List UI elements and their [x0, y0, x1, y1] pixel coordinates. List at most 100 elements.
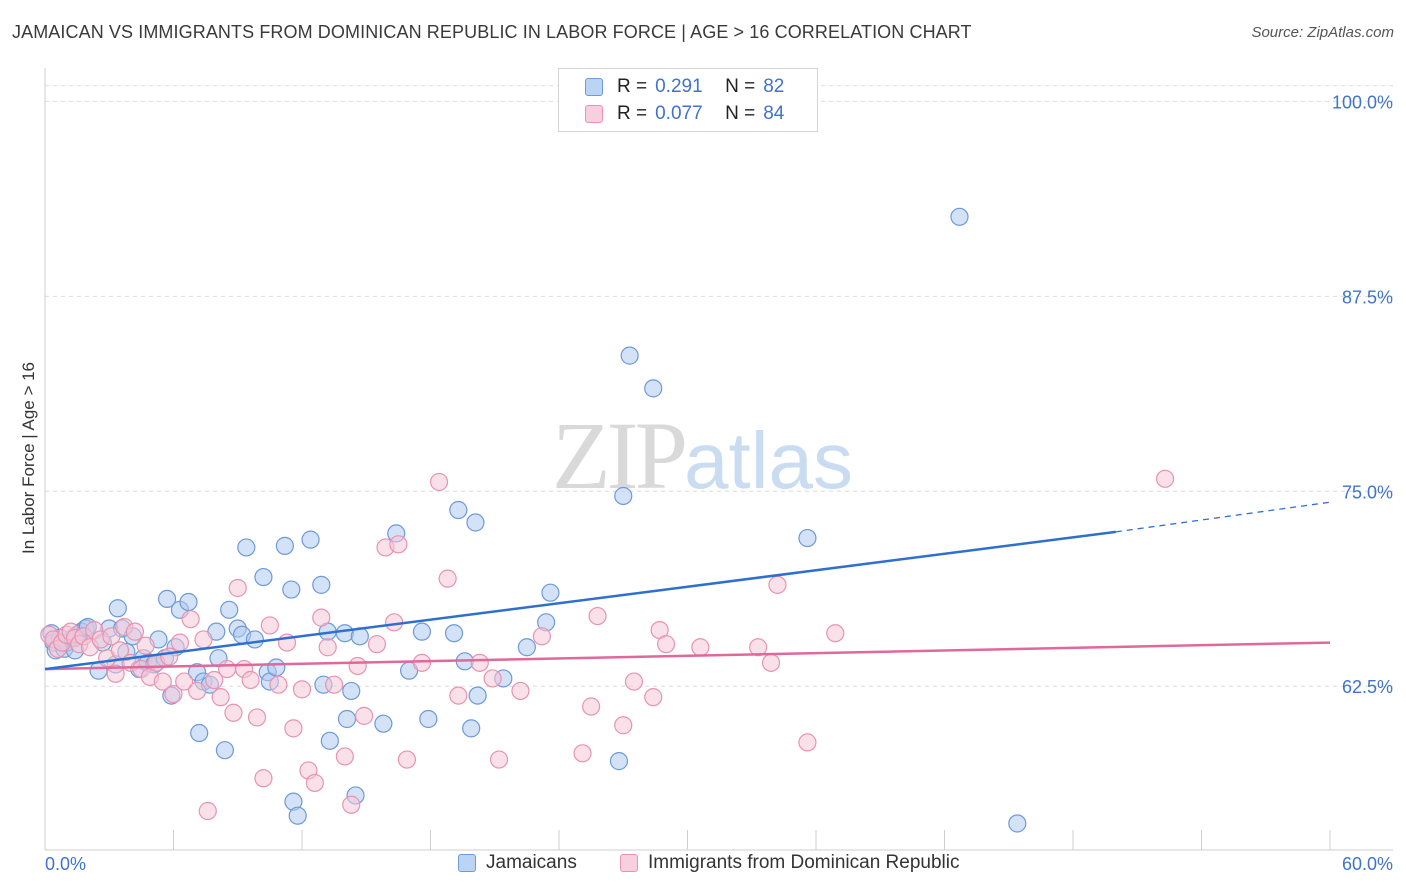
legend-r-value: 0.291: [655, 76, 703, 97]
dominican-point: [170, 633, 190, 652]
dominican-point: [198, 801, 217, 821]
dominican-point: [335, 747, 354, 766]
jamaican-point: [215, 741, 234, 760]
jamaican-point: [335, 624, 354, 643]
dominican-point: [1155, 469, 1175, 488]
dominican-point: [247, 708, 267, 727]
jamaican-point: [374, 714, 393, 733]
axis-labels: 62.5% 75.0% 87.5% 100.0% 0.0% 60.0% In Labor F…: [19, 92, 1393, 874]
series-jamaicans: [42, 207, 1027, 833]
dominican-point: [292, 680, 312, 699]
dominican-point: [489, 750, 509, 769]
legend-n-label: N =: [725, 76, 756, 97]
jamaican-point: [609, 752, 629, 771]
dominican-point: [187, 681, 207, 701]
dominican-point: [691, 638, 710, 657]
trend-lines: [44, 501, 1331, 671]
dominican-point: [224, 703, 243, 722]
jamaican-point: [301, 530, 320, 549]
legend-swatch-pink: [585, 105, 603, 123]
jamaican-point: [449, 500, 468, 520]
legend-n-label: N =: [725, 103, 756, 124]
dominican-point: [102, 627, 121, 646]
trend-line-jamaicans-extension: [1115, 501, 1331, 533]
dominican-point: [269, 675, 288, 694]
jamaican-point: [179, 592, 198, 612]
jamaican-point: [312, 575, 331, 594]
jamaican-point: [468, 686, 487, 705]
jamaican-point: [157, 589, 177, 609]
dominican-point: [153, 672, 172, 691]
dominican-point: [412, 653, 432, 672]
dominican-point: [573, 744, 592, 763]
jamaican-point: [541, 583, 560, 602]
jamaican-point: [237, 538, 256, 557]
y-axis-title: In Labor Force | Age > 16: [19, 362, 38, 554]
dominican-point: [449, 686, 468, 705]
source-credit: Source: ZipAtlas.com: [1251, 24, 1394, 41]
jamaican-point: [620, 346, 639, 365]
dominican-point: [205, 670, 224, 690]
bottom-legend-label: Immigrants from Dominican Republic: [648, 852, 960, 873]
legend-r-label: R =: [617, 76, 648, 97]
jamaican-point: [342, 681, 361, 701]
dominican-point: [511, 681, 530, 701]
legend-row-dominican: R = 0.077 N = 84: [585, 102, 784, 126]
legend-n-value: 84: [763, 103, 785, 124]
jamaican-point: [517, 638, 536, 657]
jamaican-point: [245, 630, 264, 649]
x-tick-label-min: 0.0%: [45, 854, 86, 874]
jamaican-point: [288, 806, 307, 825]
bottom-legend-jamaicans: Jamaicans: [458, 852, 577, 874]
dominican-point: [284, 719, 303, 738]
dominican-point: [749, 638, 768, 657]
dominican-point: [470, 653, 489, 672]
dominican-point: [483, 669, 502, 688]
legend-swatch-blue: [585, 78, 603, 96]
jamaican-point: [254, 567, 273, 587]
dominican-point: [614, 716, 633, 735]
dominican-point: [582, 697, 601, 716]
jamaican-point: [950, 207, 969, 226]
dominican-point: [318, 638, 337, 657]
dominican-point: [761, 653, 781, 672]
dominican-point: [181, 610, 200, 629]
jamaican-point: [444, 624, 464, 643]
jamaican-point: [320, 731, 339, 750]
jamaican-point: [267, 658, 286, 677]
jamaican-point: [190, 723, 209, 743]
dominican-point: [438, 569, 457, 588]
dominican-point: [106, 664, 125, 683]
legend-n-value: 82: [763, 76, 785, 97]
dominican-point: [254, 769, 273, 788]
watermark-atlas: atlas: [684, 416, 853, 505]
dominican-point: [312, 608, 331, 627]
bottom-swatch-blue: [458, 854, 476, 872]
jamaican-point: [462, 719, 481, 738]
chart-title: JAMAICAN VS IMMIGRANTS FROM DOMINICAN RE…: [12, 22, 972, 42]
jamaican-point: [275, 536, 294, 555]
grid-lines: [45, 85, 1393, 687]
jamaican-point: [614, 486, 633, 506]
jamaican-point: [412, 622, 432, 641]
axes: [44, 68, 1393, 851]
legend: R = 0.291 N = 82 R = 0.077 N = 84: [558, 68, 818, 132]
jamaican-point: [220, 600, 239, 619]
dominican-point: [656, 635, 676, 654]
dominican-point: [384, 613, 404, 632]
dominican-point: [260, 616, 279, 635]
y-tick-label: 75.0%: [1342, 482, 1393, 502]
jamaican-point: [108, 599, 127, 618]
y-tick-label: 62.5%: [1342, 677, 1393, 697]
jamaican-point: [644, 379, 663, 398]
dominican-point: [798, 733, 817, 752]
legend-r-label: R =: [617, 103, 648, 124]
series-dominican: [40, 469, 1175, 821]
y-tick-label: 100.0%: [1332, 92, 1393, 112]
legend-r-value: 0.077: [655, 103, 703, 124]
jamaican-point: [466, 513, 485, 532]
y-tick-label: 87.5%: [1342, 287, 1393, 307]
dominican-point: [826, 624, 845, 643]
jamaican-point: [337, 709, 357, 729]
